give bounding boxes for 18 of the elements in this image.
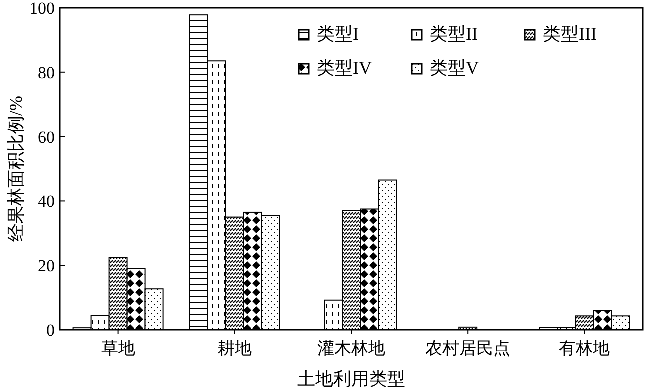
y-tick-label: 20 — [38, 256, 55, 276]
x-tick-label: 灌木林地 — [318, 339, 386, 358]
y-tick-label: 0 — [46, 321, 55, 340]
y-tick-label: 40 — [38, 192, 55, 212]
legend-label: 类型III — [543, 24, 597, 44]
x-axis-title: 土地利用类型 — [298, 369, 406, 389]
legend-label: 类型V — [430, 58, 479, 78]
y-tick-label: 80 — [38, 63, 55, 82]
x-tick-label: 农村居民点 — [426, 339, 511, 358]
legend-label: 类型IV — [317, 58, 372, 78]
y-tick-label: 60 — [38, 128, 55, 147]
x-tick-label: 草地 — [101, 339, 136, 358]
x-tick-label: 耕地 — [218, 339, 252, 358]
legend-label: 类型II — [430, 24, 478, 44]
y-tick-label: 100 — [30, 0, 55, 18]
y-axis-title: 经果林面积比例/% — [6, 96, 26, 242]
x-tick-label: 有林地 — [559, 339, 610, 358]
legend-label: 类型I — [317, 24, 359, 44]
